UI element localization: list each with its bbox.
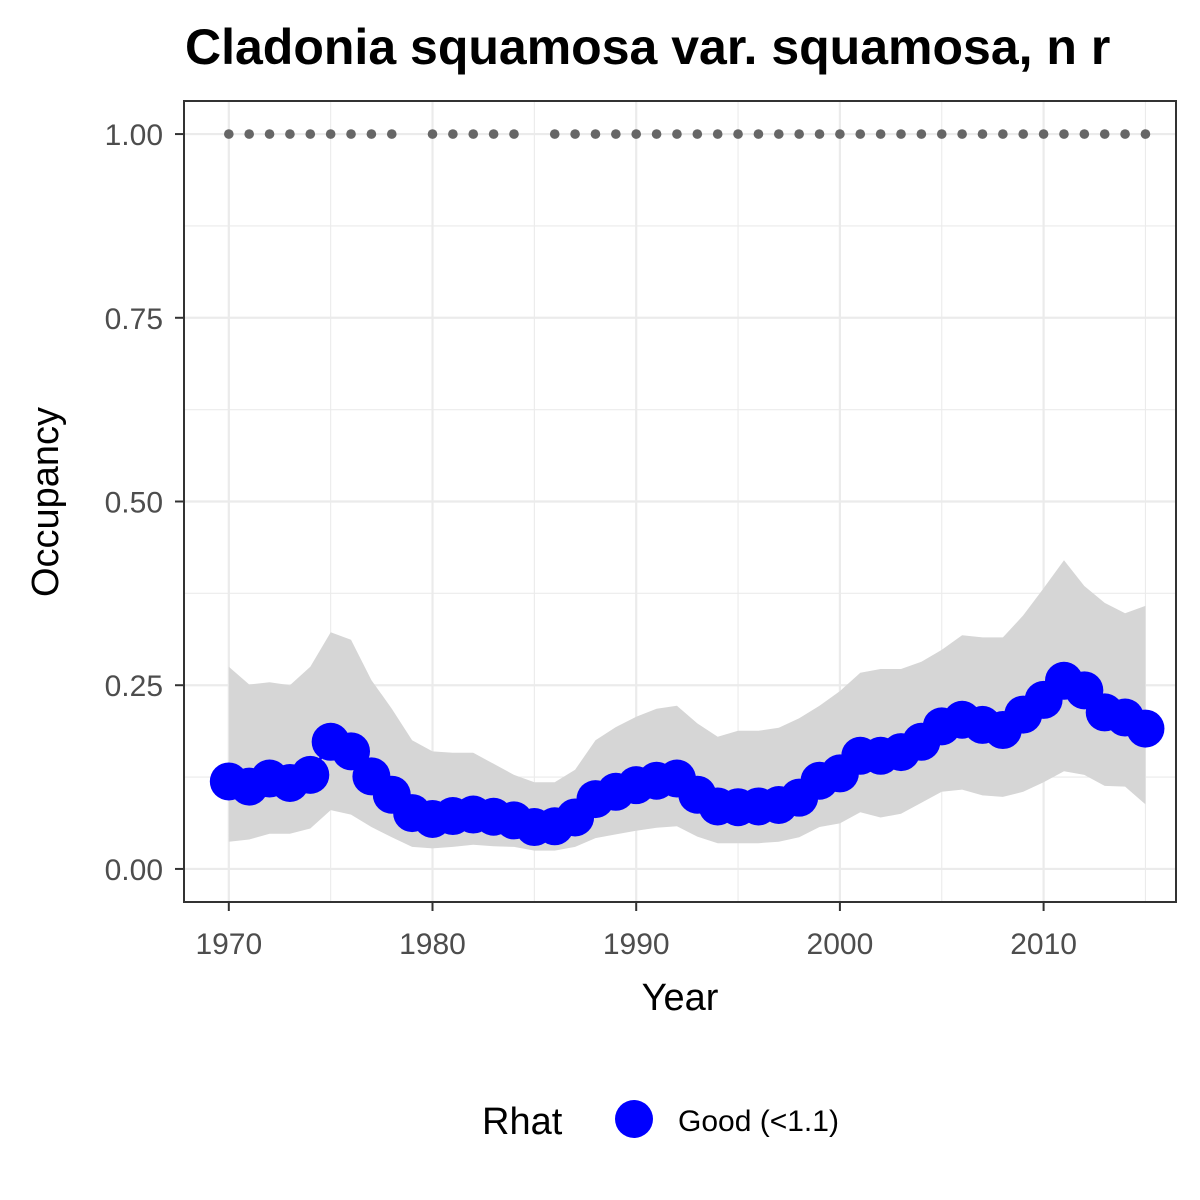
record-point — [957, 129, 967, 139]
record-point — [753, 129, 764, 139]
record-point — [835, 129, 845, 139]
record-point — [672, 129, 682, 139]
record-point — [346, 129, 356, 139]
credible-interval-area — [228, 560, 1146, 851]
record-point — [509, 129, 519, 139]
record-point — [488, 129, 499, 139]
record-point — [936, 129, 947, 139]
chart-title: Cladonia squamosa var. squamosa, n r — [185, 19, 1110, 75]
record-point — [611, 129, 621, 139]
record-point — [468, 129, 479, 139]
record-point — [427, 129, 438, 139]
record-point — [305, 129, 316, 139]
legend-title: Rhat — [482, 1101, 563, 1143]
y-axis-title: Occupancy — [25, 407, 67, 597]
record-point — [1079, 129, 1090, 139]
legend: Rhat Good (<1.1) — [482, 1100, 839, 1143]
record-point — [998, 129, 1008, 139]
record-point — [1140, 129, 1151, 139]
record-point — [896, 129, 906, 139]
record-point — [1099, 129, 1110, 139]
record-point — [651, 129, 662, 139]
record-point — [712, 129, 723, 139]
record-point — [244, 129, 254, 139]
y-tick-label: 0.75 — [105, 303, 163, 336]
record-point — [875, 129, 886, 139]
axes: 1970 1980 1990 2000 2010 0.00 0.25 0.50 0.75 1.00 — [105, 119, 1077, 961]
record-point — [1018, 129, 1029, 139]
record-point — [224, 129, 234, 139]
x-axis-title: Year — [642, 977, 719, 1019]
record-points — [224, 129, 1151, 139]
record-point — [590, 129, 601, 139]
occupancy-point — [291, 755, 330, 794]
record-point — [285, 129, 295, 139]
record-point — [386, 129, 397, 139]
x-tick-label: 1990 — [603, 928, 670, 961]
record-point — [570, 129, 580, 139]
record-point — [773, 129, 784, 139]
record-point — [733, 129, 743, 139]
record-point — [916, 129, 927, 139]
y-tick-label: 0.00 — [105, 854, 163, 887]
record-point — [549, 129, 560, 139]
y-tick-label: 1.00 — [105, 119, 163, 152]
record-point — [631, 129, 642, 139]
record-point — [855, 129, 866, 139]
record-point — [1120, 129, 1130, 139]
x-tick-label: 2000 — [807, 928, 874, 961]
x-tick-label: 1970 — [195, 928, 262, 961]
occupancy-series — [209, 661, 1165, 847]
record-point — [977, 129, 988, 139]
y-tick-label: 0.50 — [105, 487, 163, 520]
legend-key-good — [615, 1100, 653, 1138]
x-tick-label: 1980 — [399, 928, 466, 961]
legend-label-good: Good (<1.1) — [678, 1105, 839, 1138]
record-point — [325, 129, 336, 139]
record-point — [794, 129, 804, 139]
record-point — [1038, 129, 1049, 139]
credible-interval-band — [228, 560, 1146, 851]
y-tick-label: 0.25 — [105, 670, 163, 703]
record-point — [1059, 129, 1069, 139]
x-tick-label: 2010 — [1010, 928, 1077, 961]
record-point — [366, 129, 377, 139]
record-point — [692, 129, 703, 139]
record-point — [264, 129, 275, 139]
record-point — [814, 129, 825, 139]
record-point — [448, 129, 458, 139]
occupancy-point — [1126, 709, 1165, 748]
